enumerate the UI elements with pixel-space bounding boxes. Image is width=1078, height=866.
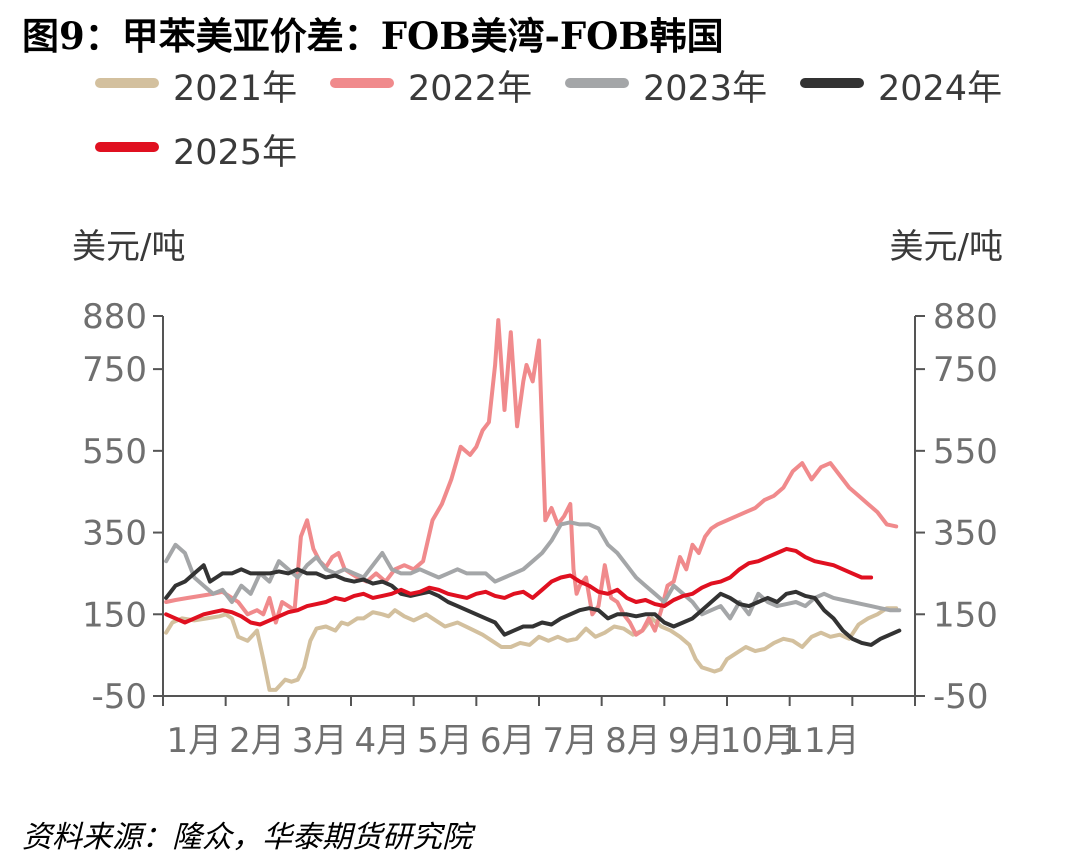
x-tick-label: 5月: [417, 721, 473, 761]
y-tick-label-right: 550: [933, 432, 998, 472]
legend-label: 2021年: [173, 69, 298, 109]
y-axis-title-right-text: 美元/吨: [890, 227, 1003, 267]
x-tick-label: 10月: [720, 721, 797, 761]
legend-label: 2024年: [878, 69, 1003, 109]
legend-swatch: [565, 78, 629, 88]
y-tick-label-left: -50: [91, 677, 147, 717]
x-tick-label: 1月: [167, 721, 223, 761]
legend-swatch: [95, 78, 159, 88]
y-tick-label-left: 350: [82, 514, 147, 554]
x-tick-label: 6月: [480, 721, 536, 761]
x-tick-label: 7月: [543, 721, 599, 761]
series-line: [164, 563, 902, 647]
x-tick-label: 9月: [668, 721, 724, 761]
y-tick-label-right: 350: [933, 514, 998, 554]
legend-swatch: [95, 142, 159, 152]
x-tick-label: 11月: [782, 721, 859, 761]
y-tick-label-left: 750: [82, 350, 147, 390]
y-tick-label-right: -50: [933, 677, 989, 717]
legend-swatch: [800, 78, 864, 88]
y-tick-label-left: 550: [82, 432, 147, 472]
x-tick-label: 2月: [229, 721, 285, 761]
series-layer: [164, 318, 902, 692]
y-tick-label-left: 150: [82, 595, 147, 635]
y-tick-label-right: 750: [933, 350, 998, 390]
y-axis-title-left-text: 美元/吨: [72, 227, 185, 267]
series-line: [164, 318, 899, 637]
y-axis-title-right: 美元/吨: [890, 227, 1003, 267]
series-line: [164, 546, 874, 627]
legend-swatch: [330, 78, 394, 88]
legend-label: 2025年: [173, 133, 298, 173]
legend-label: 2022年: [408, 69, 533, 109]
series-line: [164, 606, 899, 692]
y-axis-title-left: 美元/吨: [72, 227, 185, 267]
legend-label: 2023年: [643, 69, 768, 109]
y-tick-label-right: 880: [933, 297, 998, 337]
y-tick-label-left: 880: [82, 297, 147, 337]
y-tick-label-right: 150: [933, 595, 998, 635]
axes: 880 880 750 750 550 550 350 350 150 150 -50 -50 1月 2月…: [82, 297, 998, 761]
chart-title: 图9：甲苯美亚价差：FOB美湾-FOB韩国: [22, 14, 724, 58]
source-note: 资料来源：隆众，华泰期货研究院: [22, 820, 472, 855]
x-tick-label: 3月: [292, 721, 348, 761]
x-tick-label: 4月: [355, 721, 411, 761]
series-line: [164, 520, 902, 621]
x-tick-label: 8月: [605, 721, 661, 761]
